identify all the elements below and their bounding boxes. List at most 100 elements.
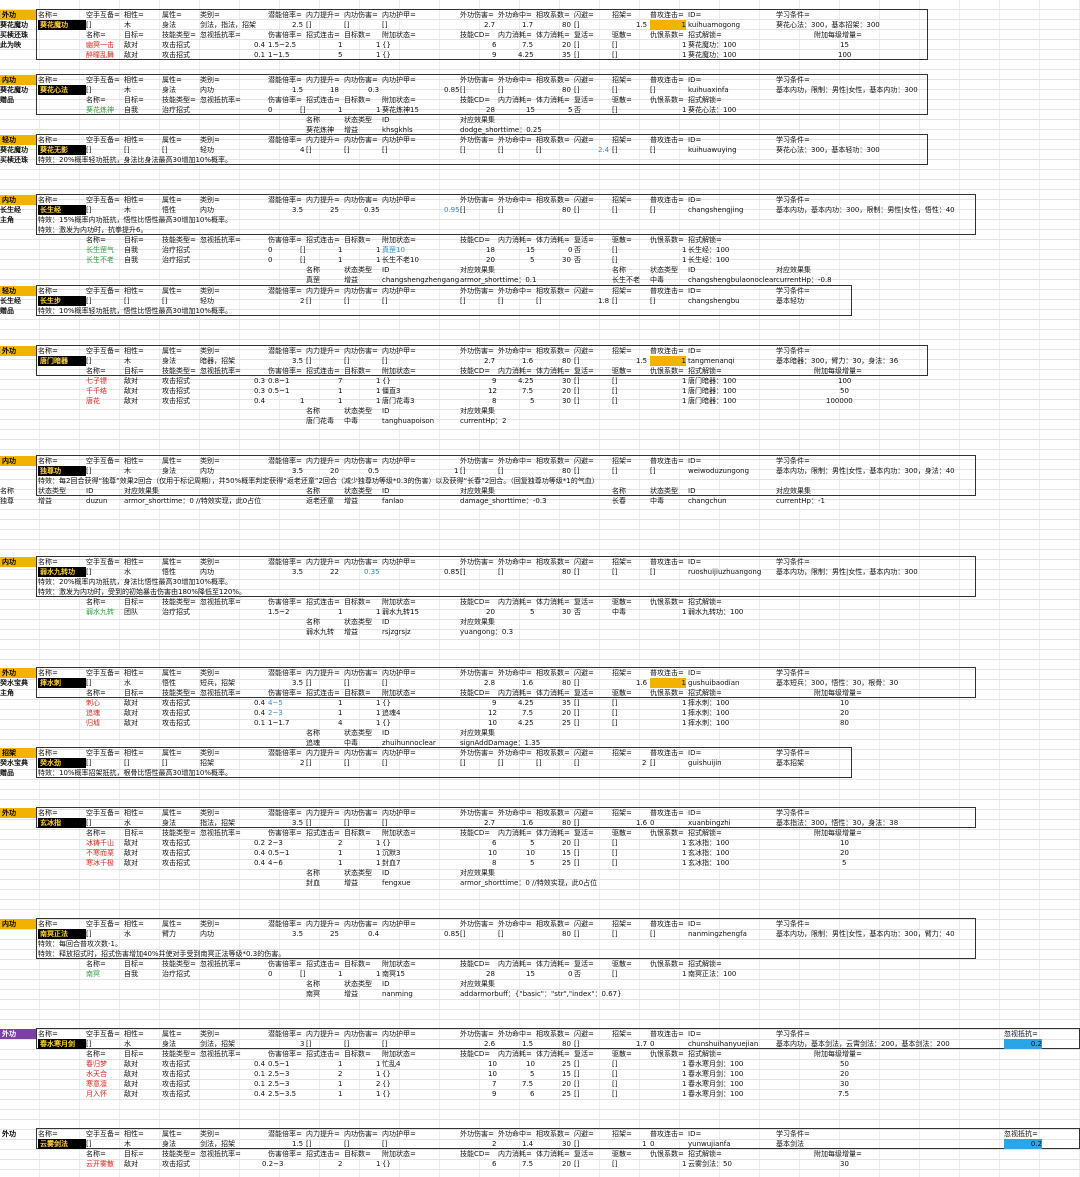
- sheet-cell: 目标数=: [344, 96, 371, 104]
- sheet-cell: 0.35: [364, 568, 380, 576]
- sheet-cell: 内功护甲=: [382, 669, 416, 677]
- sheet-cell: 20: [840, 849, 849, 857]
- sheet-cell: 七子镖: [86, 377, 107, 385]
- sheet-cell: 水天合: [86, 1070, 107, 1078]
- sheet-cell: 春水寒月剑：100: [688, 1080, 744, 1088]
- sheet-cell: 普攻连击=: [650, 1130, 684, 1138]
- sheet-cell: 外功命中=: [498, 920, 532, 928]
- sheet-cell: ID=: [688, 920, 702, 928]
- sheet-cell: []: [460, 206, 466, 214]
- sheet-cell: 攻击招式: [162, 41, 190, 49]
- sheet-cell: 目标=: [124, 236, 144, 244]
- sheet-cell: 基本内功，限制：男性|女性，基本内功：300，臂力：40: [776, 930, 955, 938]
- sheet-cell: 15: [526, 970, 535, 978]
- sheet-cell: 基本内功，基本剑法，云霄剑法：200，基本剑法：200: [776, 1040, 950, 1048]
- sheet-cell: 木: [124, 357, 131, 365]
- sheet-cell: []: [574, 357, 580, 365]
- skill-name-cell: 南冥正法: [38, 929, 86, 939]
- sheet-cell: 伤害倍率=: [268, 960, 302, 968]
- sheet-cell: 唐门花毒: [306, 417, 334, 425]
- sheet-cell: 技能CD=: [460, 960, 491, 968]
- sheet-cell: []: [574, 21, 580, 29]
- sheet-cell: 招式解锁=: [688, 31, 722, 39]
- sheet-cell: 相攻系数=: [536, 457, 570, 465]
- sheet-cell: []: [574, 206, 580, 214]
- sheet-cell: {}: [382, 719, 391, 727]
- skill-name-cell: 长生经: [38, 205, 86, 215]
- sheet-cell: 6: [530, 1090, 535, 1098]
- sheet-cell: 50: [840, 1060, 849, 1068]
- sheet-cell: []: [124, 759, 130, 767]
- skill-name-cell: 长生步: [38, 296, 86, 306]
- sheet-cell: ruoshuijiuzhuangong: [688, 568, 762, 576]
- sheet-cell: []: [498, 467, 504, 475]
- sheet-cell: 轻功: [200, 297, 214, 305]
- sheet-cell: 中毒: [344, 739, 358, 747]
- sheet-cell: 敌对: [124, 719, 138, 727]
- sheet-cell: 4.25: [518, 699, 534, 707]
- sheet-cell: 目标=: [124, 96, 144, 104]
- sheet-cell: 状态类型: [650, 487, 678, 495]
- skill-name-cell: 唐门暗器: [38, 356, 86, 366]
- sheet-cell: []: [382, 819, 388, 827]
- sheet-cell: 附加每级增量=: [814, 829, 862, 837]
- sheet-cell: []: [612, 709, 618, 717]
- sheet-cell: 敌对: [124, 1090, 138, 1098]
- sheet-cell: 0: [650, 1040, 655, 1048]
- sheet-cell: 弱水九转: [306, 628, 334, 636]
- sheet-cell: 内力提升=: [306, 76, 340, 84]
- sheet-cell: 木: [124, 86, 131, 94]
- sheet-cell: 3.5: [292, 819, 304, 827]
- sheet-cell: kuihuamogong: [688, 21, 741, 29]
- sheet-cell: 仇恨系数=: [650, 960, 684, 968]
- sheet-cell: 1: [338, 709, 343, 717]
- sheet-cell: 80: [562, 21, 571, 29]
- sheet-cell: 外功命中=: [498, 809, 532, 817]
- sheet-cell: 招架=: [612, 136, 632, 144]
- sheet-cell: 外功命中=: [498, 669, 532, 677]
- sheet-cell: 内功护甲=: [382, 558, 416, 566]
- sheet-cell: []: [574, 930, 580, 938]
- sheet-cell: 目标数=: [344, 31, 371, 39]
- sheet-cell: 1: [338, 699, 343, 707]
- sheet-cell: 类别=: [200, 457, 220, 465]
- sheet-cell: 12: [488, 709, 497, 717]
- sheet-cell: 状态类型: [650, 266, 678, 274]
- sheet-cell: 0.5: [368, 467, 380, 475]
- sheet-cell: 剑法，招架: [200, 1040, 235, 1048]
- sheet-cell: 忽视抵抗率=: [200, 689, 241, 697]
- sheet-cell: 潜能倍率=: [268, 136, 302, 144]
- sheet-cell: 否: [574, 608, 581, 616]
- sheet-cell: 内功伤害=: [344, 457, 378, 465]
- sheet-cell: 1: [376, 1090, 381, 1098]
- sheet-cell: 招架=: [612, 809, 632, 817]
- sheet-cell: 内功伤害=: [344, 749, 378, 757]
- sheet-cell: 名称=: [38, 11, 58, 19]
- sheet-cell: []: [650, 759, 656, 767]
- sheet-cell: 普攻连击=: [650, 136, 684, 144]
- sheet-cell: 内力消耗=: [498, 1050, 532, 1058]
- sheet-cell: 18: [330, 86, 339, 94]
- sheet-cell: 80: [562, 819, 571, 827]
- sheet-cell: 攻击招式: [162, 1090, 190, 1098]
- sheet-cell: 1: [682, 839, 687, 847]
- sheet-cell: 冰铸千山: [86, 839, 114, 847]
- sheet-cell: 弱水九转15: [382, 608, 419, 616]
- sheet-cell: []: [574, 41, 580, 49]
- sheet-cell: ID=: [688, 1130, 702, 1138]
- sheet-cell: 内力消耗=: [498, 829, 532, 837]
- sheet-cell: 0.4: [254, 709, 266, 717]
- sheet-cell: 体力消耗=: [536, 960, 570, 968]
- sheet-cell: 复活=: [574, 829, 594, 837]
- sheet-cell: 驱散=: [612, 598, 632, 606]
- sheet-cell: dodge_shorttime：0.25: [460, 126, 542, 134]
- sheet-cell: 招式解锁=: [688, 1050, 722, 1058]
- sheet-cell: 25: [562, 1090, 571, 1098]
- sheet-cell: 追魂4: [382, 709, 401, 717]
- sheet-cell: ID: [86, 487, 94, 495]
- sheet-cell: 技能类型=: [162, 96, 196, 104]
- sheet-cell: []: [86, 297, 92, 305]
- sheet-cell: 7.5: [522, 387, 534, 395]
- sheet-cell: 伤害倍率=: [268, 598, 302, 606]
- sheet-cell: 空手互备=: [86, 196, 120, 204]
